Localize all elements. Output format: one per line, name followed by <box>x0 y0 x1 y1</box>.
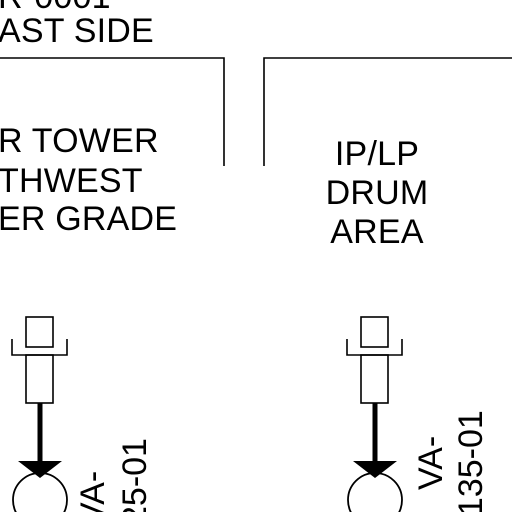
right-area-line1: IP/LP <box>334 135 420 173</box>
left-area-line2: THWEST <box>0 162 143 200</box>
left-valve-tag-line2: 25-01 <box>116 438 154 512</box>
top-heading-line2: AST SIDE <box>0 12 154 50</box>
right-valve-symbol <box>346 316 403 512</box>
right-valve-body <box>360 354 389 404</box>
right-valve-tag-line2: 3135-01 <box>452 410 490 512</box>
right-actuator-box <box>360 316 389 348</box>
left-area-frame <box>0 57 225 166</box>
left-valve-tag-line1: VA- <box>74 470 112 512</box>
left-area-line1: R TOWER <box>0 122 159 160</box>
left-valve-symbol <box>11 316 68 512</box>
right-valve-circle <box>347 472 403 512</box>
left-valve-body <box>25 354 54 404</box>
right-area-line2: DRUM <box>325 174 429 212</box>
right-area-frame <box>263 57 512 166</box>
right-valve-tag-line1: VA- <box>412 435 450 490</box>
left-area-line3: ER GRADE <box>0 200 178 238</box>
right-area-line3: AREA <box>330 213 424 251</box>
left-arrowhead <box>18 461 62 478</box>
right-arrowhead <box>353 461 397 478</box>
top-heading-line1: R-0001 <box>0 0 111 14</box>
left-valve-circle <box>12 472 68 512</box>
left-actuator-box <box>25 316 54 348</box>
